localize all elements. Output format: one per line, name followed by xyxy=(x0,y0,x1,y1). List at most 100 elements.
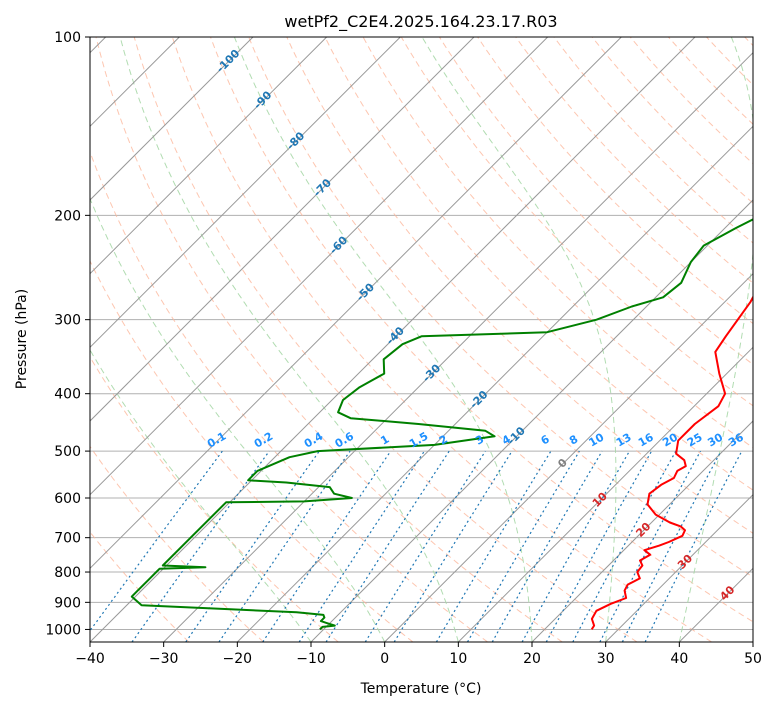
mixing-ratio-line xyxy=(298,450,425,642)
mixing-ratio-line xyxy=(325,450,450,642)
dry-adiabat xyxy=(133,37,638,642)
dry-adiabat xyxy=(248,37,753,578)
isotherm xyxy=(752,641,753,642)
x-tick-label: 20 xyxy=(523,651,541,667)
mixing-ratio-label: 6 xyxy=(539,432,552,447)
dry-adiabat xyxy=(668,37,753,125)
mixing-ratio-label: 36 xyxy=(726,430,746,449)
y-tick-label: 400 xyxy=(54,387,81,403)
y-tick-label: 600 xyxy=(54,491,81,507)
x-tick-label: 0 xyxy=(380,651,389,667)
isotherm xyxy=(90,37,549,496)
x-tick-label: −40 xyxy=(75,651,105,667)
dry-adiabat xyxy=(553,37,753,244)
dry-adiabat xyxy=(210,37,753,623)
dry-adiabat xyxy=(95,37,563,642)
dry-adiabat xyxy=(744,37,753,47)
mixing-ratio-line xyxy=(572,450,677,642)
isotherm xyxy=(90,37,475,422)
dry-adiabat xyxy=(477,37,753,325)
y-tick-label: 800 xyxy=(54,565,81,581)
isotherm xyxy=(90,37,622,570)
temperature-profile xyxy=(590,295,753,630)
mixing-ratio-line xyxy=(435,450,552,642)
mixing-ratio-line xyxy=(262,450,392,642)
x-tick-label: −10 xyxy=(296,651,326,667)
mixing-ratio-line xyxy=(131,450,270,642)
dry-adiabat xyxy=(515,37,753,284)
y-tick-label: 300 xyxy=(54,313,81,329)
mixing-ratio-line xyxy=(218,450,351,642)
mixing-ratio-label: 1 xyxy=(378,433,391,448)
plot-frame xyxy=(89,36,754,643)
dry-adiabat xyxy=(90,150,488,642)
mixing-ratio-label: 0.4 xyxy=(302,429,326,450)
isotherm xyxy=(605,493,753,642)
isotherm xyxy=(531,420,753,642)
mixing-ratio-line xyxy=(599,450,702,642)
x-tick-label: 30 xyxy=(597,651,615,667)
mixing-ratio-line xyxy=(644,450,743,642)
y-tick-label: 500 xyxy=(54,444,81,460)
isotherm xyxy=(90,37,328,275)
dewpoint-profile xyxy=(130,218,753,631)
isotherm-label: 40 xyxy=(717,583,737,603)
y-tick-label: 200 xyxy=(54,208,81,224)
x-tick-label: −20 xyxy=(223,651,253,667)
x-tick-label: 40 xyxy=(670,651,688,667)
moist-adiabat xyxy=(421,37,617,642)
mixing-ratio-line xyxy=(393,450,513,642)
dry-adiabat xyxy=(171,37,712,642)
dry-adiabat xyxy=(90,445,264,642)
y-tick-label: 900 xyxy=(54,595,81,611)
mixing-ratio-label: 0.1 xyxy=(205,430,228,451)
mixing-ratio-line xyxy=(521,450,631,642)
y-tick-label: 700 xyxy=(54,531,81,547)
grid-layer xyxy=(90,36,753,630)
x-tick-label: 10 xyxy=(449,651,467,667)
background-lines xyxy=(90,37,753,642)
mixing-ratio-line xyxy=(491,450,603,642)
mixing-ratio-label: 25 xyxy=(685,431,705,450)
x-tick-label: −30 xyxy=(149,651,179,667)
isotherm xyxy=(678,567,753,642)
moist-adiabat xyxy=(678,37,753,642)
mixing-ratio-label: 30 xyxy=(705,430,725,449)
isotherm-label: 0 xyxy=(555,456,570,471)
mixing-ratio-label: 1.5 xyxy=(407,430,430,451)
y-axis-label: Pressure (hPa) xyxy=(14,289,30,389)
moist-adiabat xyxy=(90,349,312,642)
dry-adiabat xyxy=(286,37,753,534)
x-tick-label: 50 xyxy=(744,651,762,667)
moist-adiabat xyxy=(90,197,386,642)
isotherm xyxy=(90,37,401,349)
mixing-ratio-line xyxy=(466,450,580,642)
mixing-ratio-line xyxy=(185,450,320,642)
mixing-ratio-line xyxy=(90,450,223,632)
isotherm xyxy=(384,272,753,642)
mixing-ratio-label: 3 xyxy=(473,433,486,448)
mixing-ratio-label: 10 xyxy=(587,430,607,449)
isotherm xyxy=(457,346,753,642)
dry-adiabat xyxy=(90,356,339,642)
mixing-ratio-label: 2 xyxy=(437,433,450,448)
x-axis-label: Temperature (°C) xyxy=(360,681,482,697)
isotherm xyxy=(310,199,753,642)
mixing-ratio-line xyxy=(364,450,486,642)
profile-lines xyxy=(130,218,753,631)
dry-adiabat xyxy=(324,37,753,491)
isotherm xyxy=(90,37,696,642)
isotherm xyxy=(236,125,753,642)
axes: −40 −30 −20 −10 0 10 20 30 40 5010020030040050060… xyxy=(45,30,762,667)
isotherm xyxy=(90,37,254,201)
chart-title: wetPf2_C2E4.2025.164.23.17.R03 xyxy=(284,12,557,32)
mixing-ratio-line xyxy=(621,450,722,642)
mixing-ratio-line xyxy=(545,450,653,642)
y-tick-label: 100 xyxy=(54,30,81,46)
y-tick-label: 1000 xyxy=(45,622,81,638)
dry-adiabat xyxy=(591,37,753,204)
isotherm xyxy=(163,51,753,642)
mixing-ratio-label: 0.6 xyxy=(333,429,357,450)
dry-adiabat xyxy=(90,259,414,642)
